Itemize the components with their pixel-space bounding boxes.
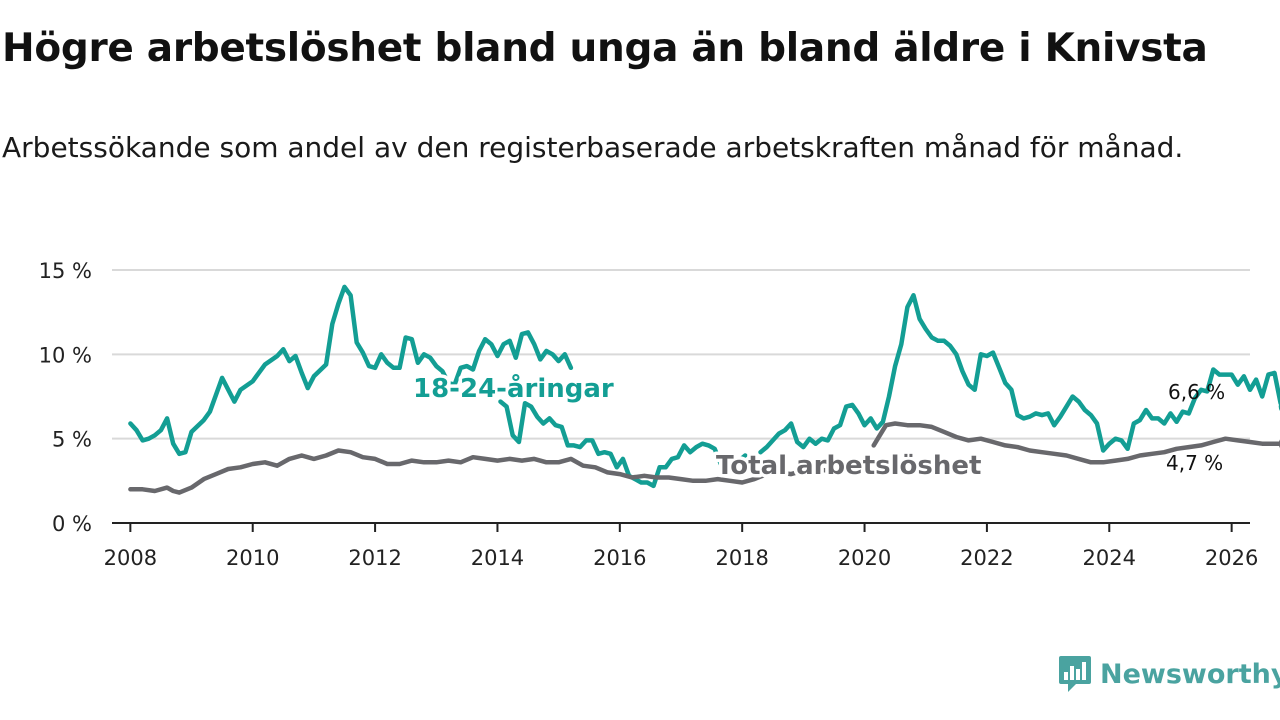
x-tick-label: 2012 [348,546,401,570]
end-label-total: 4,7 % [1166,451,1223,475]
newsworthy-brand[interactable]: Newsworthy [1058,654,1280,694]
x-tick-label: 2022 [960,546,1013,570]
brand-name: Newsworthy [1100,658,1280,690]
x-axis: 2008 2010 2012 2014 2016 2018 2020 2022 2024 2026 [104,522,1258,570]
series-line-total [128,448,855,495]
series-line-youth [128,284,574,457]
x-tick-label: 2014 [471,546,524,570]
series-label-total: Total arbetslöshet [716,451,981,481]
chart-title: Högre arbetslöshet bland unga än bland ä… [2,26,1208,71]
series-label-youth-halo: 18-24-åringar [413,372,614,404]
x-tick-label: 2024 [1083,546,1136,570]
series-group [128,284,1280,495]
series-line-youth [498,399,748,489]
y-tick-label: 15 % [39,259,92,283]
x-tick-label: 2010 [226,546,279,570]
gridlines [112,269,1250,440]
x-tick-label: 2018 [715,546,768,570]
y-tick-label: 0 % [52,512,92,536]
series-line-total [871,421,1280,465]
x-tick-label: 2008 [104,546,157,570]
y-tick-label: 10 % [39,343,92,367]
y-tick-label: 5 % [52,428,92,452]
x-tick-label: 2016 [593,546,646,570]
series-line-youth [758,293,1280,455]
x-tick-label: 2020 [838,546,891,570]
end-label-youth: 6,6 % [1168,380,1225,404]
x-tick-label: 2026 [1205,546,1258,570]
newsworthy-logo-icon [1059,656,1091,692]
chart-subtitle: Arbetssökande som andel av den registerb… [2,131,1184,164]
y-axis: 0 % 5 % 10 % 15 % [39,259,92,536]
series-label-total-halo: Total arbetslöshet [716,451,981,481]
series-label-youth: 18-24-åringar [413,372,614,404]
